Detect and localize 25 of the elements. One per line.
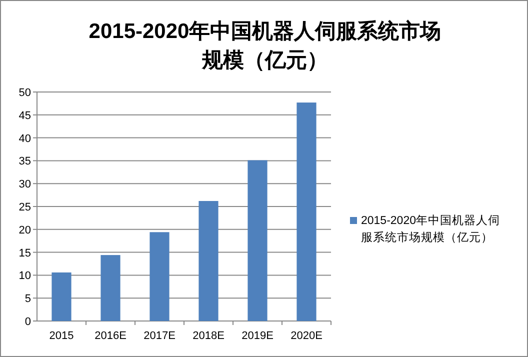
legend-label: 2015-2020年中国机器人伺服系统市场规模（亿元） (361, 214, 500, 244)
y-tick-label: 25 (18, 202, 31, 214)
y-tick-label: 40 (18, 132, 31, 145)
y-tick-label: 50 (18, 87, 31, 99)
bar (150, 232, 170, 321)
y-tick-label: 10 (18, 270, 31, 282)
bar (100, 255, 120, 321)
x-tick-label: 2015 (49, 330, 74, 342)
bar (296, 102, 316, 321)
y-tick-label: 15 (18, 247, 31, 260)
y-tick-label: 30 (18, 178, 31, 191)
y-tick-label: 20 (18, 224, 31, 236)
bar (198, 201, 218, 321)
y-tick-label: 0 (24, 316, 31, 328)
x-tick-label: 2019E (242, 330, 274, 342)
chart-title: 2015-2020年中国机器人伺服系统市场规模（亿元） (88, 19, 442, 72)
x-tick-label: 2020E (290, 330, 322, 342)
y-tick-label: 45 (18, 110, 31, 122)
y-tick-label: 35 (18, 156, 31, 168)
x-tick-label: 2017E (144, 330, 176, 342)
bar (52, 272, 72, 321)
bar (248, 160, 268, 321)
y-tick-label: 5 (24, 293, 31, 306)
x-tick-label: 2018E (192, 330, 224, 342)
x-tick-label: 2016E (94, 330, 126, 342)
